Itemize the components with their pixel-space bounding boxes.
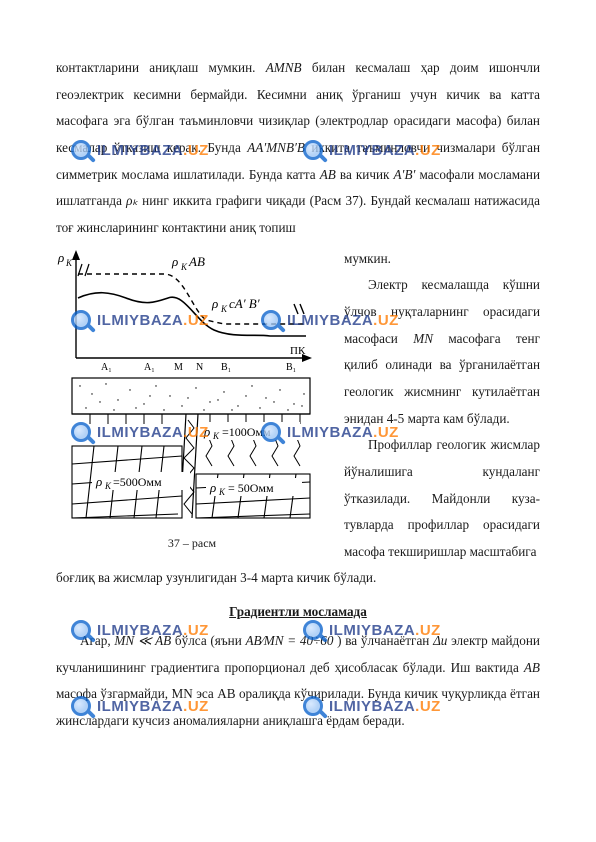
side-p2: Электр кесмалашда кўшни ўлчов нуқталарни…	[344, 272, 540, 432]
svg-text:= 50Oмм: = 50Oмм	[228, 481, 274, 495]
p1-mid3: ва кичик	[340, 167, 394, 182]
svg-text:N: N	[196, 362, 203, 373]
p1-var-apbp: A′B′	[394, 167, 416, 182]
svg-text:K: K	[218, 487, 226, 497]
p1-var-amnb: AMNB	[266, 60, 302, 75]
svg-text:B₁: B₁	[286, 362, 296, 373]
p1-var-aamnbb: AA′MNB′B	[247, 140, 311, 155]
svg-text:M: M	[174, 362, 183, 373]
svg-text:ρ: ρ	[171, 254, 178, 269]
side2-var: MN	[413, 331, 433, 346]
side-p3: Профиллар геологик жисмлар йўналишига ку…	[344, 432, 540, 565]
p1-var-ab: AB	[320, 167, 340, 182]
svg-text:ρ: ρ	[95, 474, 102, 489]
p2-frac: AB⁄MN = 40÷60	[245, 633, 333, 648]
p2-cond: MN ≪ AB	[114, 633, 175, 648]
p1-var-rho: ρₖ	[126, 193, 142, 208]
section-heading: Градиентли мосламада	[56, 604, 540, 620]
svg-text:A₁: A₁	[144, 362, 155, 373]
svg-text:AB: AB	[188, 254, 205, 269]
figure-37: ρ K ρ K AB ρ K cA′ B′ ПК	[56, 246, 328, 534]
side-p1: мумкин.	[344, 246, 540, 273]
svg-text:ρ: ρ	[57, 250, 64, 265]
svg-text:ρ: ρ	[211, 296, 218, 311]
svg-text:=500Oмм: =500Oмм	[113, 475, 162, 489]
after-figure-line: боғлиқ ва жисмлар узунлигидан 3-4 марта …	[56, 565, 540, 592]
svg-text:K: K	[65, 258, 73, 268]
p1-prefix: контактларини аниқлаш мумкин.	[56, 60, 266, 75]
svg-text:K: K	[104, 481, 112, 491]
svg-text:ρ: ρ	[203, 424, 210, 439]
paragraph-1: контактларини аниқлаш мумкин. AMNB билан…	[56, 55, 540, 242]
p2-pref: Агар,	[80, 633, 114, 648]
svg-text:ρ: ρ	[209, 480, 216, 495]
svg-text:B₁: B₁	[221, 362, 231, 373]
svg-text:K: K	[220, 304, 228, 314]
paragraph-2: Агар, MN ≪ AB бўлса (яъни AB⁄MN = 40÷60 …	[56, 628, 540, 735]
p2-tail: масофа ўзгармайди, MN эса АВ оралиқда кў…	[56, 686, 540, 728]
svg-text:A₁: A₁	[101, 362, 112, 373]
p2-var: AB	[524, 660, 540, 675]
side-text-column: мумкин. Электр кесмалашда кўшни ўлчов ну…	[344, 246, 540, 566]
p2-mid1: бўлса (яъни	[175, 633, 246, 648]
figure-column: ρ K ρ K AB ρ K cA′ B′ ПК	[56, 246, 328, 551]
figure-caption: 37 – расм	[56, 536, 328, 551]
svg-text:K: K	[212, 431, 220, 441]
p2-du: Δu	[433, 633, 451, 648]
page: контактларини аниқлаш мумкин. AMNB билан…	[0, 0, 596, 842]
figure-text-block: ρ K ρ K AB ρ K cA′ B′ ПК	[56, 246, 540, 566]
svg-text:ПК: ПК	[290, 345, 306, 357]
svg-text:cA′ B′: cA′ B′	[229, 296, 260, 311]
svg-text:=100Oмм: =100Oмм	[222, 425, 271, 439]
svg-text:K: K	[180, 262, 188, 272]
p2-mid2: ) ва ўлчанаётган	[337, 633, 433, 648]
